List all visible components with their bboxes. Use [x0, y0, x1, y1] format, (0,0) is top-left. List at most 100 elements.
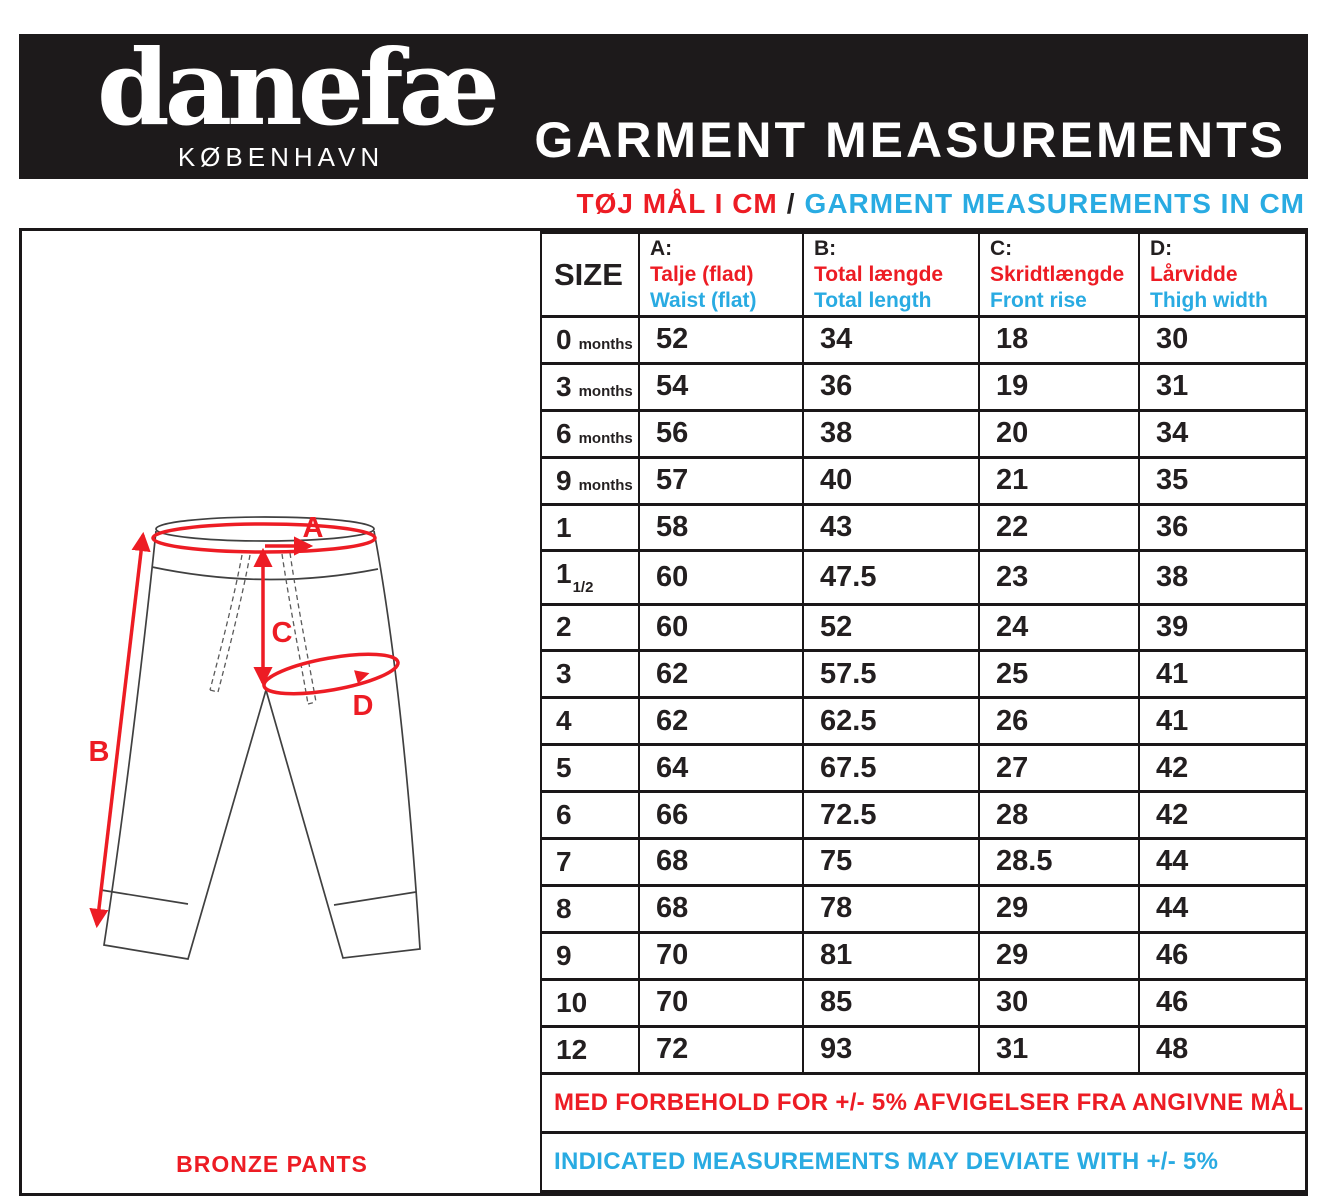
- pants-outline: [100, 516, 421, 960]
- measurement-cell: 81: [802, 930, 980, 981]
- size-number: 9: [556, 939, 572, 971]
- size-number: 10: [556, 986, 588, 1018]
- measurement-cell: 78: [802, 883, 980, 934]
- measurement-cell: 38: [802, 408, 980, 459]
- subtitle-english: GARMENT MEASUREMENTS IN CM: [804, 187, 1305, 219]
- arrow-d-head: [354, 670, 370, 684]
- measurement-cell: 28: [978, 790, 1140, 840]
- measurement-cell: 67.5: [802, 743, 980, 794]
- size-number: 8: [556, 892, 572, 924]
- pants-diagram: A B C D: [89, 512, 421, 960]
- column-english: Total length: [814, 288, 932, 312]
- table-row: 11/2 60 47.5 23 38: [540, 549, 1307, 606]
- size-number: 12: [556, 1033, 588, 1065]
- measurement-cell: 29: [978, 883, 1140, 934]
- diagram-label-a: A: [303, 512, 324, 544]
- measurement-cell: 57: [638, 455, 804, 506]
- size-number: 3: [556, 658, 572, 690]
- measurement-cell: 41: [1138, 649, 1307, 700]
- arrow-b: [89, 531, 151, 929]
- measurement-cell: 35: [1138, 455, 1307, 506]
- size-number: 7: [556, 845, 572, 877]
- measurement-cell: 21: [978, 455, 1140, 506]
- measurement-cell: 58: [638, 502, 804, 553]
- column-header-c: C: Skridtlængde Front rise: [978, 231, 1140, 318]
- size-fraction: 1/2: [572, 579, 594, 597]
- size-cell: 10: [540, 977, 640, 1028]
- measurement-cell: 38: [1138, 549, 1307, 606]
- column-header-d: D: Lårvidde Thigh width: [1138, 231, 1307, 318]
- table-row: 7 68 75 28.5 44: [540, 836, 1307, 887]
- size-column-header: SIZE: [540, 231, 640, 318]
- measurement-cell: 52: [638, 315, 804, 365]
- measurement-cell: 54: [638, 361, 804, 412]
- size-unit: months: [578, 382, 633, 400]
- column-english: Front rise: [990, 288, 1087, 312]
- size-cell: 5: [540, 743, 640, 794]
- measurement-cell: 48: [1138, 1024, 1307, 1075]
- size-number: 2: [556, 611, 572, 643]
- measurement-cell: 24: [978, 602, 1140, 653]
- size-cell: 3 months: [540, 361, 640, 412]
- size-number: 1: [556, 558, 572, 590]
- measurement-cell: 72.5: [802, 790, 980, 840]
- size-cell: 7: [540, 836, 640, 887]
- measurement-cell: 20: [978, 408, 1140, 459]
- size-cell: 9 months: [540, 455, 640, 506]
- size-cell: 2: [540, 602, 640, 653]
- diagram-label-c: C: [272, 617, 293, 649]
- column-danish: Skridtlængde: [990, 262, 1125, 286]
- size-unit: months: [578, 335, 633, 353]
- size-cell: 0 months: [540, 315, 640, 365]
- drawstring: [209, 552, 317, 705]
- table-row: 12 72 93 31 48: [540, 1024, 1307, 1075]
- measurement-cell: 28.5: [978, 836, 1140, 887]
- table-row: 3 62 57.5 25 41: [540, 649, 1307, 700]
- measurement-cell: 62.5: [802, 696, 980, 747]
- measurement-cell: 23: [978, 549, 1140, 606]
- table-row: 3 months 54 36 19 31: [540, 361, 1307, 412]
- table-row: 1 58 43 22 36: [540, 502, 1307, 553]
- product-name: BRONZE PANTS: [176, 1151, 368, 1177]
- diagram-label-d: D: [353, 690, 374, 722]
- measurement-cell: 64: [638, 743, 804, 794]
- measurement-cell: 34: [802, 315, 980, 365]
- diagram-pane: A B C D BRONZE PANTS: [22, 231, 540, 1193]
- content-box: A B C D BRONZE PANTS SIZE A: Talje (fla: [19, 228, 1308, 1196]
- measurement-cell: 42: [1138, 743, 1307, 794]
- column-key: B:: [814, 236, 837, 260]
- measurement-cell: 93: [802, 1024, 980, 1075]
- column-key: C:: [990, 236, 1013, 260]
- measurement-cell: 18: [978, 315, 1140, 365]
- measurement-cell: 36: [1138, 502, 1307, 553]
- measurement-cell: 75: [802, 836, 980, 887]
- size-cell: 9: [540, 930, 640, 981]
- column-header-b: B: Total længde Total length: [802, 231, 980, 318]
- table-row: 0 months 52 34 18 30: [540, 315, 1307, 365]
- size-cell: 12: [540, 1024, 640, 1075]
- measurement-cell: 40: [802, 455, 980, 506]
- diagram-label-b: B: [89, 736, 110, 768]
- measurement-cell: 42: [1138, 790, 1307, 840]
- measurement-cell: 30: [978, 977, 1140, 1028]
- measurement-cell: 39: [1138, 602, 1307, 653]
- measurement-cell: 66: [638, 790, 804, 840]
- size-cell: 11/2: [540, 549, 640, 606]
- measurement-cell: 36: [802, 361, 980, 412]
- measurement-cell: 46: [1138, 930, 1307, 981]
- measurement-cell: 52: [802, 602, 980, 653]
- page-title: GARMENT MEASUREMENTS: [534, 111, 1286, 168]
- measurement-cell: 31: [1138, 361, 1307, 412]
- measurement-cell: 19: [978, 361, 1140, 412]
- note-row-danish: MED FORBEHOLD FOR +/- 5% AFVIGELSER FRA …: [540, 1071, 1307, 1134]
- table-row: 9 months 57 40 21 35: [540, 455, 1307, 506]
- measurement-cell: 68: [638, 883, 804, 934]
- table-row: 5 64 67.5 27 42: [540, 743, 1307, 794]
- measurement-arrows: [89, 522, 400, 929]
- measurement-cell: 70: [638, 977, 804, 1028]
- measurement-cell: 27: [978, 743, 1140, 794]
- measurement-cell: 62: [638, 649, 804, 700]
- column-english: Waist (flat): [650, 288, 757, 312]
- measurement-cell: 72: [638, 1024, 804, 1075]
